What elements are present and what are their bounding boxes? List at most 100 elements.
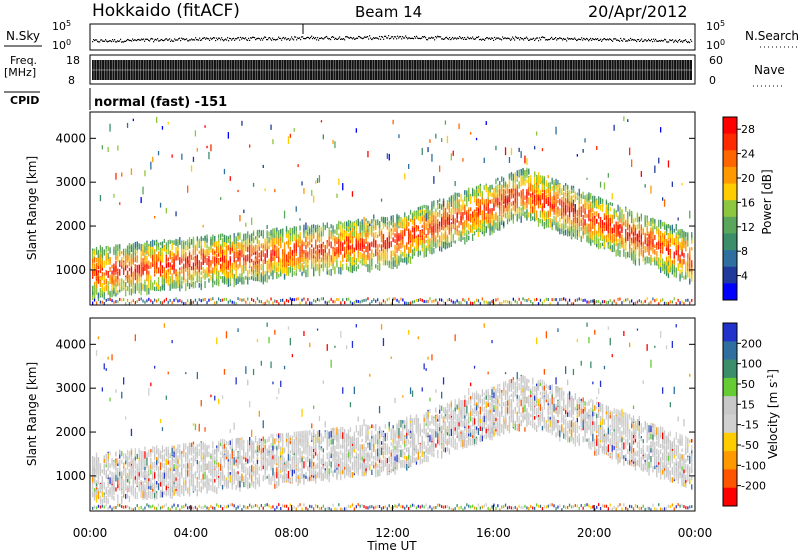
range-cell: [491, 300, 493, 304]
range-cell: [251, 297, 253, 301]
nsky-point: [631, 39, 633, 41]
range-cell: [99, 265, 102, 271]
range-cell: [458, 202, 460, 209]
station-title: Hokkaido (fitACF): [92, 1, 240, 21]
nsky-point: [239, 39, 241, 41]
range-cell: [173, 258, 175, 263]
nsky-point: [190, 39, 192, 41]
range-cell: [359, 260, 361, 264]
range-cell: [433, 200, 435, 207]
nsky-point: [475, 38, 477, 40]
range-cell: [456, 226, 458, 230]
range-cell: [464, 207, 466, 212]
range-cell: [487, 190, 489, 198]
range-cell: [305, 269, 307, 274]
nsky-point: [659, 40, 661, 42]
range-cell: [462, 227, 464, 234]
nsky-point: [196, 39, 198, 41]
range-cell: [262, 250, 264, 257]
range-cell: [225, 260, 228, 267]
range-cell: [497, 197, 499, 206]
nsky-point: [285, 37, 287, 39]
range-cell: [278, 253, 280, 259]
range-cell: [142, 299, 144, 303]
nsky-point: [593, 38, 595, 40]
nsky-point: [254, 37, 256, 39]
range-cell: [503, 177, 505, 182]
range-cell: [510, 202, 513, 207]
nsky-point: [338, 37, 340, 39]
range-cell: [93, 270, 96, 276]
nsky-point: [147, 38, 149, 40]
range-cell: [210, 297, 212, 301]
range-cell: [115, 275, 117, 283]
range-cell: [408, 223, 410, 227]
nsky-point: [455, 37, 457, 39]
nsky-point: [459, 36, 461, 38]
range-cell: [144, 281, 146, 286]
range-cell: [126, 245, 129, 252]
range-cell: [188, 273, 191, 281]
range-cell: [452, 300, 454, 304]
range-cell: [437, 219, 439, 224]
range-cell: [128, 250, 131, 258]
nsky-point: [615, 38, 617, 40]
range-cell: [163, 278, 165, 284]
range-cell: [419, 298, 421, 302]
range-cell: [301, 271, 303, 276]
range-cell: [113, 267, 115, 272]
range-cell: [251, 266, 253, 272]
range-cell: [369, 265, 371, 273]
range-cell: [276, 240, 278, 245]
range-cell: [508, 197, 511, 205]
range-cell: [499, 189, 501, 196]
range-cell: [318, 268, 321, 277]
nsky-point: [546, 39, 548, 41]
range-cell: [516, 199, 518, 206]
range-cell: [251, 241, 253, 247]
range-cell: [262, 244, 264, 249]
range-cell: [95, 246, 98, 255]
range-cell: [448, 218, 450, 225]
range-cell: [175, 249, 177, 256]
range-cell: [454, 301, 456, 305]
range-cell: [446, 241, 449, 246]
range-cell: [227, 236, 229, 241]
range-cell: [520, 198, 522, 206]
range-cell: [225, 252, 228, 260]
range-cell: [528, 186, 530, 193]
range-cell: [514, 181, 516, 188]
range-cell: [518, 214, 520, 218]
nsky-point: [674, 40, 676, 42]
range-cell: [450, 211, 452, 220]
range-cell: [441, 222, 443, 230]
nsky-point: [292, 38, 294, 40]
range-cell: [103, 292, 105, 300]
range-cell: [307, 269, 309, 277]
range-cell: [334, 258, 336, 263]
range-cell: [555, 207, 557, 215]
nsky-tick-top-right: 105: [706, 19, 725, 34]
range-cell: [276, 272, 278, 279]
nsky-point: [621, 39, 623, 41]
range-cell: [460, 301, 462, 305]
range-cell: [557, 199, 559, 204]
range-cell: [504, 299, 507, 303]
range-cell: [539, 175, 542, 179]
range-cell: [264, 243, 266, 252]
range-cell: [353, 264, 355, 270]
range-cell: [101, 274, 103, 279]
range-cell: [165, 255, 167, 262]
range-cell: [396, 230, 398, 237]
nsky-point: [374, 37, 376, 39]
range-cell: [584, 219, 586, 226]
range-cell: [130, 268, 133, 274]
range-cell: [493, 220, 495, 227]
range-cell: [113, 300, 115, 304]
range-cell: [344, 240, 346, 245]
nsky-point: [524, 37, 526, 39]
range-cell: [400, 230, 402, 234]
range-cell: [435, 212, 437, 220]
range-cell: [326, 222, 328, 229]
nsky-point: [169, 38, 171, 40]
